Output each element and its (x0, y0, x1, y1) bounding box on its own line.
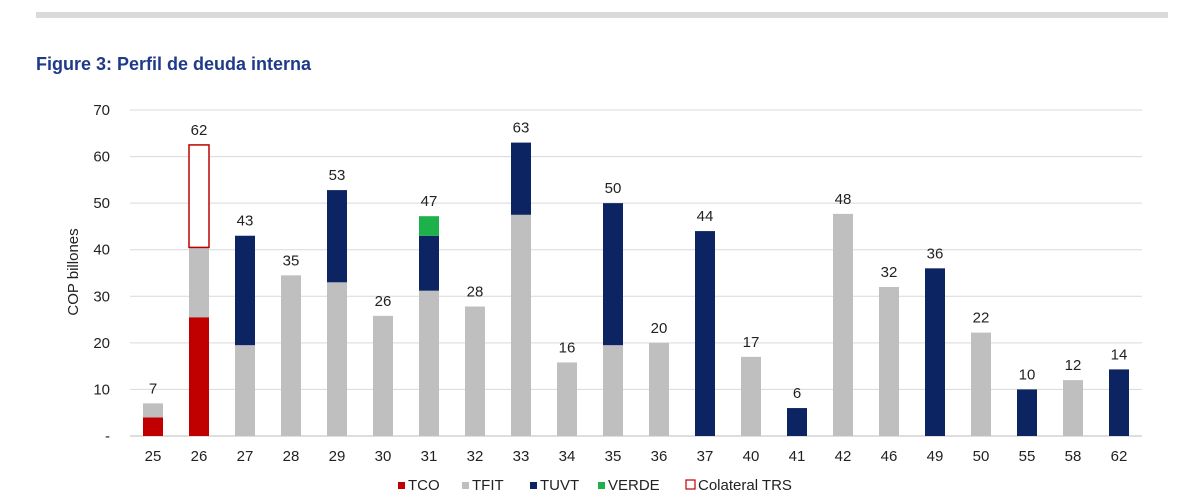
bar-tfit (649, 342, 669, 436)
x-tick-label: 58 (1065, 448, 1082, 465)
y-tick-label: 10 (93, 381, 110, 398)
data-label: 47 (421, 193, 438, 210)
x-tick-label: 62 (1111, 448, 1128, 465)
bar-tfit (603, 345, 623, 436)
bar-tfit (419, 290, 439, 436)
bar-tfit (327, 282, 347, 436)
x-tick-label: 37 (697, 448, 714, 465)
bar-tuvt (1109, 369, 1129, 436)
legend-label: TUVT (540, 477, 579, 494)
data-label: 44 (697, 208, 714, 225)
bar-verde (419, 216, 439, 236)
x-tick-label: 36 (651, 448, 668, 465)
y-tick-label: 20 (93, 335, 110, 352)
y-tick-label: 70 (93, 102, 110, 119)
x-tick-label: 46 (881, 448, 898, 465)
bar-tfit (143, 403, 163, 418)
data-label: 20 (651, 320, 668, 337)
data-label: 28 (467, 284, 484, 301)
figure-title: Figure 3: Perfil de deuda interna (36, 54, 312, 74)
top-rule (36, 12, 1168, 18)
x-tick-label: 25 (145, 448, 162, 465)
y-tick-label: 60 (93, 149, 110, 166)
x-tick-label: 30 (375, 448, 392, 465)
bar-tuvt (695, 231, 715, 436)
x-tick-label: 26 (191, 448, 208, 465)
data-label: 43 (237, 213, 254, 230)
x-tick-label: 35 (605, 448, 622, 465)
bar-tuvt (511, 142, 531, 215)
x-tick-label: 40 (743, 448, 760, 465)
bar-tuvt (925, 268, 945, 436)
x-tick-label: 31 (421, 448, 438, 465)
legend-label: TCO (408, 477, 440, 494)
bar-colateral-trs (188, 144, 210, 249)
data-label: 50 (605, 180, 622, 197)
legend-swatch-colateral-trs (685, 479, 696, 490)
x-tick-label: 34 (559, 448, 576, 465)
legend-label: TFIT (472, 477, 504, 494)
bar-tfit (1063, 380, 1083, 436)
x-tick-label: 28 (283, 448, 300, 465)
bar-tfit (833, 213, 853, 436)
legend-swatch-tco (398, 482, 405, 489)
x-tick-label: 50 (973, 448, 990, 465)
legend-label: Colateral TRS (698, 477, 792, 494)
bar-tco (189, 317, 209, 436)
data-label: 14 (1111, 346, 1128, 363)
data-label: 17 (743, 334, 760, 351)
bar-tfit (281, 275, 301, 436)
data-label: 26 (375, 293, 392, 310)
x-tick-label: 29 (329, 448, 346, 465)
y-axis-label: COP billones (65, 228, 82, 315)
bar-tfit (971, 332, 991, 436)
bar-tco (143, 417, 163, 436)
data-label: 10 (1019, 366, 1036, 383)
data-label: 36 (927, 245, 944, 262)
bar-tuvt (1017, 389, 1037, 436)
bar-tfit (465, 306, 485, 436)
data-label: 22 (973, 310, 990, 327)
bar-tfit (557, 362, 577, 436)
legend-swatch-verde (598, 482, 605, 489)
data-label: 35 (283, 252, 300, 269)
bar-tfit (741, 356, 761, 436)
data-label: 7 (149, 380, 157, 397)
data-label: 48 (835, 191, 852, 208)
x-tick-label: 49 (927, 448, 944, 465)
data-label: 6 (793, 385, 801, 402)
bar-tfit (189, 247, 209, 318)
y-tick-label: - (105, 428, 110, 445)
bar-tuvt (327, 190, 347, 283)
data-label: 32 (881, 264, 898, 281)
bar-tuvt (419, 235, 439, 291)
data-label: 12 (1065, 357, 1082, 374)
y-tick-label: 50 (93, 195, 110, 212)
bar-tuvt (235, 235, 255, 346)
data-label: 63 (513, 120, 530, 137)
bar-tfit (879, 286, 899, 436)
data-label: 53 (329, 167, 346, 184)
bar-tuvt (603, 203, 623, 346)
x-tick-label: 42 (835, 448, 852, 465)
data-label: 62 (191, 122, 208, 139)
bar-tfit (373, 315, 393, 436)
legend-label: VERDE (608, 477, 660, 494)
x-tick-label: 33 (513, 448, 530, 465)
y-tick-label: 40 (93, 242, 110, 259)
x-tick-label: 27 (237, 448, 254, 465)
bar-tfit (235, 345, 255, 436)
legend-swatch-tuvt (530, 482, 537, 489)
y-tick-label: 30 (93, 288, 110, 305)
legend-swatch-tfit (462, 482, 469, 489)
bar-tuvt (787, 408, 807, 436)
x-tick-label: 32 (467, 448, 484, 465)
data-label: 16 (559, 339, 576, 356)
bar-tfit (511, 214, 531, 436)
x-tick-label: 55 (1019, 448, 1036, 465)
x-tick-label: 41 (789, 448, 806, 465)
